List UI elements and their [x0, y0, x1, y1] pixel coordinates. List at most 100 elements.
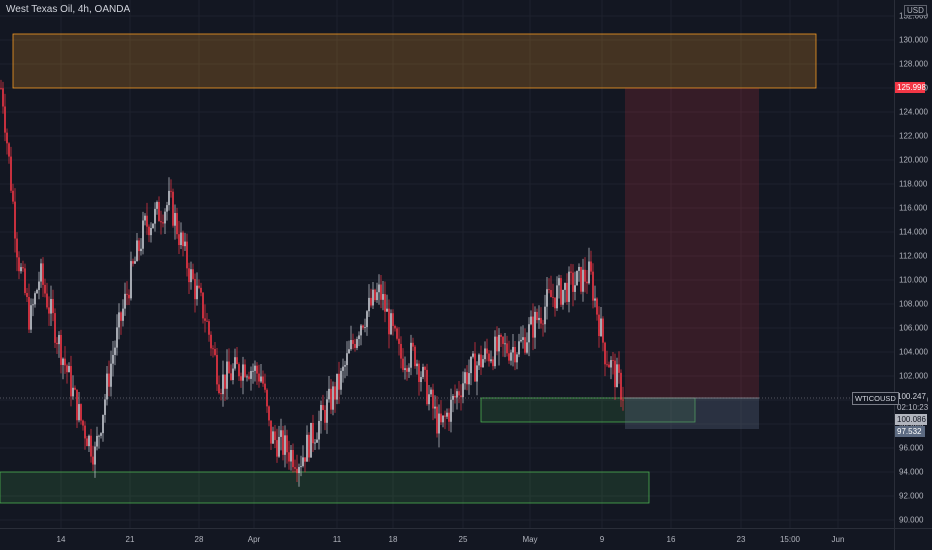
candle-body [188, 268, 190, 283]
candle-body [76, 389, 78, 421]
candle-body [216, 354, 218, 385]
candle [402, 348, 404, 373]
candle-body [92, 456, 94, 465]
candle-body [472, 353, 474, 357]
candle-body [84, 425, 86, 439]
candle-body [412, 342, 414, 347]
scale-corner [894, 528, 932, 550]
candle [594, 285, 596, 308]
grid [0, 0, 894, 528]
candle [406, 365, 408, 381]
candle [562, 289, 564, 310]
candle-body [28, 296, 30, 330]
candle [86, 436, 88, 447]
candle [422, 363, 424, 380]
candle [118, 303, 120, 340]
candle [234, 348, 236, 371]
candle-body [382, 294, 384, 300]
candle [58, 331, 60, 358]
candle-body [574, 285, 576, 292]
candle-body [42, 263, 44, 285]
candle-body [22, 267, 24, 269]
candle-body [318, 420, 320, 440]
candle-body [458, 391, 460, 396]
candle-body [332, 386, 334, 410]
candle [110, 350, 112, 397]
candle-body [620, 372, 622, 400]
candle [114, 340, 116, 366]
candle [220, 388, 222, 401]
price-label: 92.000 [899, 491, 924, 501]
candle-body [124, 293, 126, 309]
candle [80, 403, 82, 425]
entry-price-tag: 100.086 [895, 414, 927, 425]
candle [102, 414, 104, 442]
candle [26, 287, 28, 303]
price-scale[interactable]: 132.000130.000128.000126.000124.000122.0… [894, 0, 932, 528]
candle [384, 281, 386, 323]
candle [412, 337, 414, 351]
candle-body [190, 269, 192, 283]
candle [310, 422, 312, 458]
candle-body [12, 190, 14, 202]
candle [334, 381, 336, 413]
candle [526, 332, 528, 355]
candle-body [440, 413, 442, 423]
stop-loss-zone[interactable] [625, 88, 759, 398]
candle-body [524, 337, 526, 353]
candle-body [402, 358, 404, 370]
time-label: 25 [458, 535, 468, 544]
candle [316, 432, 318, 444]
candle-body [44, 284, 46, 294]
candle [122, 299, 124, 327]
candle-body [232, 368, 234, 381]
candle-body [566, 282, 568, 302]
time-label: 16 [666, 535, 676, 544]
candle-body [354, 343, 356, 348]
time-scale[interactable]: 14 21 28 Apr 11 18 25 May 9 16 23 15:00 Jun [0, 528, 894, 550]
candle-body [490, 359, 492, 362]
candle-body [324, 409, 326, 423]
candle [144, 213, 146, 226]
supply-zone[interactable] [12, 33, 817, 89]
candle-body [310, 422, 312, 458]
candle-body [58, 334, 60, 345]
price-label: 106.000 [899, 323, 928, 333]
candle-body [118, 312, 120, 328]
candle-body [242, 364, 244, 381]
candle-body [588, 261, 590, 284]
candle [466, 365, 468, 391]
candle [192, 263, 194, 281]
candle-body [372, 289, 374, 306]
candle-body [4, 106, 6, 133]
currency-badge[interactable]: USD [904, 5, 927, 16]
price-label: 96.000 [899, 443, 924, 453]
candle-body [596, 298, 598, 315]
candle [494, 330, 496, 369]
candle-body [520, 339, 522, 342]
take-profit-zone[interactable] [625, 398, 759, 429]
candle-body [98, 435, 100, 437]
candle-body [358, 335, 360, 340]
candle [298, 463, 300, 487]
candle-body [466, 372, 468, 385]
candle-body [160, 221, 162, 223]
candle-body [46, 293, 48, 308]
demand-zone-lower[interactable] [0, 471, 650, 504]
candle [518, 333, 520, 358]
candle [126, 281, 128, 306]
candle-body [268, 406, 270, 421]
candle [478, 353, 480, 370]
chart-area[interactable]: West Texas Oil, 4h, OANDA [0, 0, 894, 528]
candle-body [16, 238, 18, 258]
stop-price-tag: 125.998 [895, 82, 926, 93]
candle-body [142, 220, 144, 249]
candlestick-chart[interactable] [0, 0, 894, 528]
candle-body [286, 435, 288, 453]
candle-body [366, 311, 368, 328]
candle [212, 345, 214, 358]
candle [268, 405, 270, 427]
candle-body [540, 317, 542, 324]
candle-body [528, 324, 530, 343]
candle-body [530, 316, 532, 325]
